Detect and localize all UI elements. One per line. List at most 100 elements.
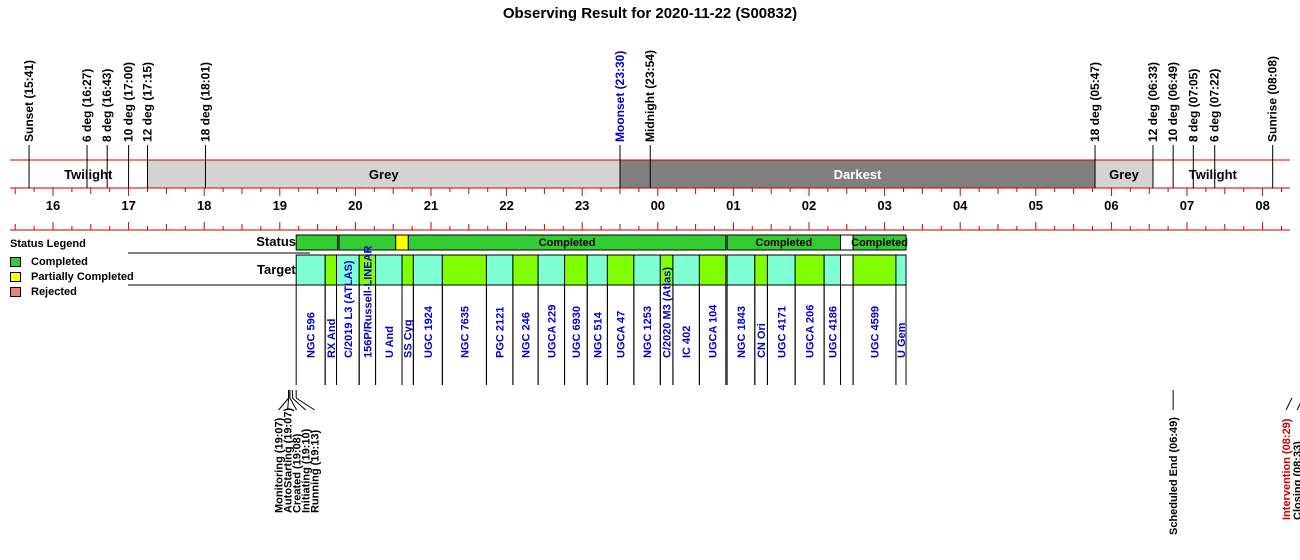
target-block	[633, 254, 661, 286]
sky-band-label: Twilight	[64, 167, 113, 182]
target-block	[823, 254, 841, 286]
hour-tick-label: 16	[46, 198, 60, 213]
target-label: NGC 514	[592, 311, 604, 358]
target-label: CN Ori	[756, 323, 768, 358]
target-label: UGC 4186	[827, 306, 839, 358]
legend-swatch-rejected	[10, 286, 21, 297]
status-segment-label: Completed	[755, 237, 812, 249]
event-label: 18 deg (18:01)	[198, 62, 212, 142]
legend-item-partial: Partially Completed	[10, 269, 134, 284]
hour-tick-label: 02	[802, 198, 816, 213]
target-block	[412, 254, 443, 286]
sky-band-darkest	[620, 160, 1096, 188]
hour-tick-label: 05	[1029, 198, 1043, 213]
target-label: NGC 596	[306, 312, 318, 358]
lifecycle-label: Running (19:13)	[310, 430, 322, 513]
lifecycle-label: Intervention (08:29)	[1281, 418, 1293, 520]
target-block	[754, 254, 768, 286]
hour-tick-label: 04	[953, 198, 968, 213]
target-label: NGC 1253	[642, 306, 654, 358]
sky-band-label: Darkest	[834, 167, 882, 182]
target-block	[840, 254, 854, 286]
legend-label-partial: Partially Completed	[31, 270, 134, 283]
status-segment	[852, 234, 907, 251]
sky-band-grey	[147, 160, 620, 188]
legend-item-completed: Completed	[10, 254, 134, 269]
hour-tick-label: 21	[424, 198, 438, 213]
target-label: UGC 4171	[776, 306, 788, 358]
legend-swatch-partial	[10, 271, 21, 282]
event-label: 6 deg (07:22)	[1208, 69, 1222, 142]
lifecycle-leader	[1285, 397, 1293, 411]
hour-tick-label: 17	[121, 198, 135, 213]
lifecycle-label: Monitoring (19:07)	[274, 417, 286, 513]
lifecycle-label: Closing (08:33)	[1292, 441, 1300, 520]
chart-title: Observing Result for 2020-11-22 (S00832)	[502, 5, 798, 22]
event-label: 12 deg (06:33)	[1146, 62, 1160, 142]
target-label: SS Cyg	[403, 319, 415, 358]
status-segment	[295, 234, 339, 251]
target-block	[564, 254, 588, 286]
lifecycle-leader	[295, 397, 315, 411]
hour-tick-label: 01	[726, 198, 740, 213]
sky-band-label: Grey	[369, 167, 399, 182]
target-block	[512, 254, 539, 286]
lifecycle-label: Created (19:08)	[292, 433, 304, 513]
status-segment-label: Completed	[851, 237, 908, 249]
hour-tick-label: 08	[1255, 198, 1269, 213]
lifecycle-leader	[1296, 402, 1300, 411]
event-label: Sunrise (08:08)	[1266, 56, 1280, 142]
status-legend: Status Legend Completed Partially Comple…	[10, 238, 134, 299]
target-label: NGC 1843	[736, 306, 748, 358]
sky-band-white	[29, 160, 148, 188]
target-block	[537, 254, 566, 286]
status-segment-label: Completed	[539, 237, 596, 249]
legend-title: Status Legend	[10, 238, 86, 250]
event-label: 12 deg (17:15)	[141, 62, 155, 142]
hour-tick-label: 03	[877, 198, 891, 213]
target-label: RX And	[326, 319, 338, 358]
target-block	[852, 254, 897, 286]
event-label: 10 deg (06:49)	[1166, 62, 1180, 142]
hour-tick-label: 19	[273, 198, 287, 213]
target-label: UGCA 229	[546, 305, 558, 358]
hour-tick-label: 07	[1180, 198, 1194, 213]
target-block	[766, 254, 796, 286]
target-label: NGC 7635	[459, 306, 471, 358]
target-label: C/2020 M3 (Atlas)	[662, 267, 674, 358]
target-label: UGC 4599	[870, 306, 882, 358]
target-label: C/2019 L3 (ATLAS)	[343, 260, 355, 358]
event-label: 6 deg (16:27)	[80, 69, 94, 142]
target-block	[295, 254, 326, 286]
event-label: 8 deg (16:43)	[100, 69, 114, 142]
target-block	[606, 254, 635, 286]
target-label: UGC 1924	[423, 305, 435, 358]
hour-tick-label: 06	[1104, 198, 1118, 213]
status-segment	[395, 234, 409, 251]
event-label: Moonset (23:30)	[613, 51, 627, 142]
hour-tick-label: 00	[651, 198, 665, 213]
event-label: 8 deg (07:05)	[1186, 69, 1200, 142]
status-segment	[407, 234, 727, 251]
sky-band-label: Grey	[1109, 167, 1139, 182]
event-label: 18 deg (05:47)	[1088, 62, 1102, 142]
target-block	[401, 254, 414, 286]
target-block	[698, 254, 727, 286]
target-label: IC 402	[681, 326, 693, 358]
target-block	[794, 254, 825, 286]
target-block	[485, 254, 514, 286]
target-label: UGC 6930	[571, 306, 583, 358]
target-block	[324, 254, 338, 286]
lifecycle-label: AutoStarting (19:07)	[283, 408, 295, 513]
event-label: 10 deg (17:00)	[122, 62, 136, 142]
target-label: U And	[384, 326, 396, 358]
target-block	[375, 254, 403, 286]
legend-swatch-completed	[10, 256, 21, 267]
target-label: PGC 2121	[495, 307, 507, 358]
target-label: 156P/Russell-LINEAR	[362, 245, 374, 358]
hour-tick-label: 23	[575, 198, 589, 213]
event-label: Sunset (15:41)	[22, 60, 36, 142]
hour-tick-label: 22	[499, 198, 513, 213]
target-label: UGCA 104	[708, 304, 720, 358]
